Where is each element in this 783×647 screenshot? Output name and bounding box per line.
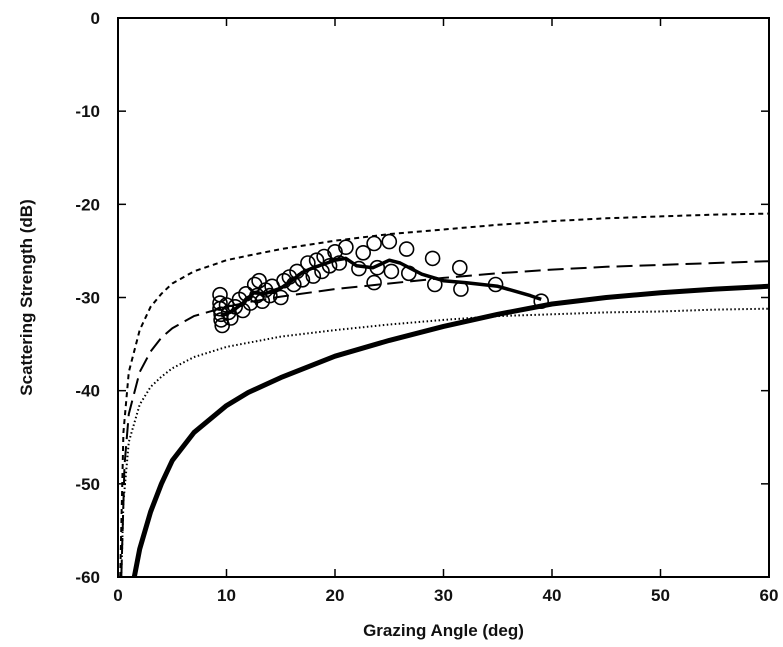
measurement-point bbox=[366, 235, 382, 252]
measurement-point bbox=[338, 239, 354, 255]
measurement-point bbox=[321, 257, 338, 274]
measurement-point bbox=[400, 265, 417, 282]
measurement-point bbox=[398, 241, 415, 257]
measurement-point bbox=[305, 268, 322, 284]
measurement-point bbox=[355, 245, 372, 261]
y-tick-label: -60 bbox=[75, 568, 100, 587]
x-tick-label: 50 bbox=[651, 586, 670, 605]
measurement-point bbox=[272, 289, 289, 306]
measurement-point bbox=[249, 287, 265, 304]
series-line-short-dashed bbox=[119, 212, 769, 577]
measurement-point bbox=[453, 281, 469, 297]
measurement-point bbox=[533, 293, 550, 310]
measurement-point bbox=[316, 248, 332, 265]
measurement-point bbox=[251, 272, 267, 289]
x-tick-label: 20 bbox=[326, 586, 345, 605]
measurement-point bbox=[223, 310, 239, 326]
y-tick-label: -20 bbox=[75, 195, 100, 214]
measurement-markers bbox=[212, 233, 550, 334]
y-tick-label: -50 bbox=[75, 475, 100, 494]
y-tick-label: -10 bbox=[75, 102, 100, 121]
measurement-point bbox=[451, 259, 468, 276]
measurement-point bbox=[238, 285, 254, 302]
measurement-point bbox=[327, 244, 343, 260]
measurement-point bbox=[351, 260, 367, 277]
measurement-point bbox=[369, 259, 386, 276]
measurement-point bbox=[300, 255, 316, 271]
y-tick-label: -40 bbox=[75, 382, 100, 401]
series-layer bbox=[119, 212, 769, 577]
series-line-medium-solid bbox=[220, 256, 542, 318]
y-axis-title: Scattering Strength (dB) bbox=[17, 199, 36, 395]
y-tick-label: 0 bbox=[91, 9, 100, 28]
measurement-point bbox=[381, 233, 398, 250]
x-tick-label: 0 bbox=[113, 586, 122, 605]
measurement-point bbox=[426, 276, 443, 293]
y-tick-label: -30 bbox=[75, 289, 100, 308]
measurement-point bbox=[366, 274, 382, 291]
series-line-dotted bbox=[120, 307, 769, 577]
measurement-point bbox=[383, 263, 400, 280]
x-tick-label: 10 bbox=[217, 586, 236, 605]
measurement-point bbox=[227, 298, 243, 315]
x-axis-title: Grazing Angle (deg) bbox=[363, 621, 524, 640]
axis-ticks: 0 10 20 30 40 50 60 0 -10 -20 -30 -40 -50 -60 bbox=[75, 9, 778, 605]
measurement-point bbox=[487, 276, 504, 293]
measurement-point bbox=[262, 287, 278, 304]
measurement-point bbox=[331, 255, 348, 271]
measurement-point bbox=[212, 295, 228, 311]
x-tick-label: 60 bbox=[760, 586, 779, 605]
measurement-point bbox=[212, 286, 228, 303]
measurement-point bbox=[294, 271, 311, 288]
series-line-thick-solid bbox=[131, 283, 769, 577]
measurement-point bbox=[289, 263, 305, 280]
x-tick-label: 40 bbox=[543, 586, 562, 605]
measurement-point bbox=[213, 306, 229, 323]
measurement-point bbox=[424, 250, 441, 267]
x-tick-label: 30 bbox=[434, 586, 453, 605]
